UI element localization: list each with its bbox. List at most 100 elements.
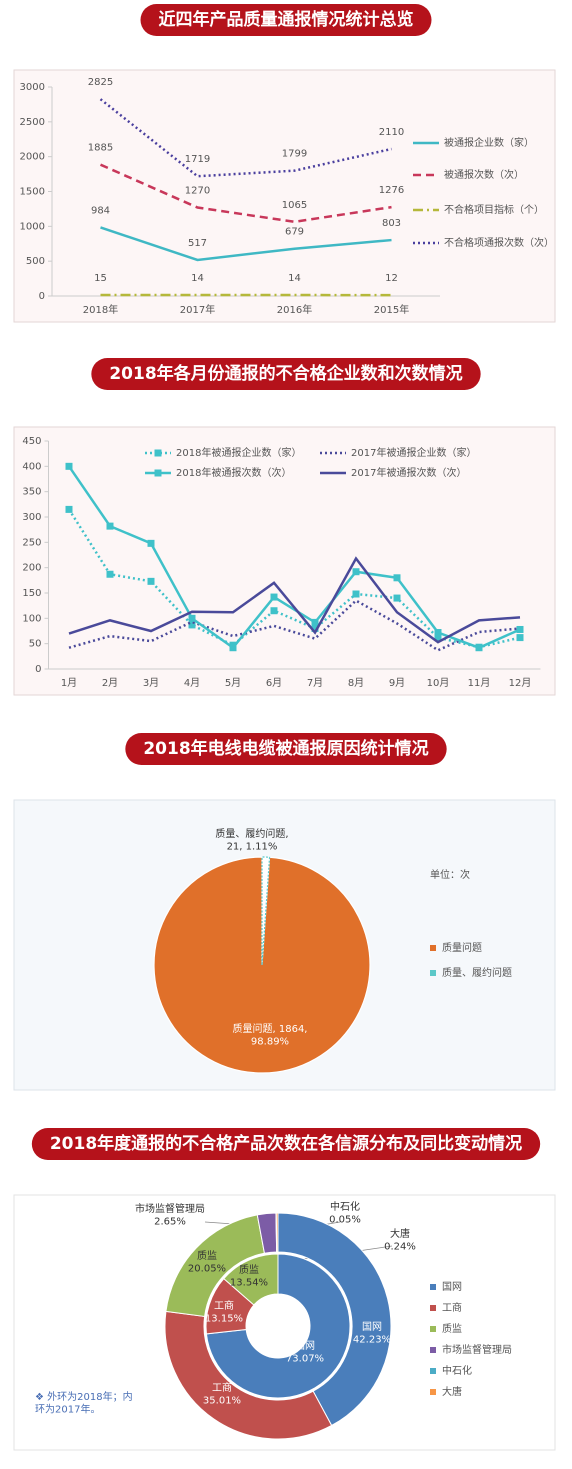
legend-marker <box>155 470 162 477</box>
point-marker <box>435 629 442 636</box>
point-marker <box>394 574 401 581</box>
point-marker <box>312 619 319 626</box>
legend-swatch <box>430 1284 436 1290</box>
ring-segment <box>276 1213 278 1252</box>
legend-swatch <box>430 1368 436 1374</box>
data-label: 15 <box>94 273 107 284</box>
point-marker <box>271 594 278 601</box>
chart-box <box>14 70 555 322</box>
x-tick-label: 2017年 <box>180 303 215 316</box>
x-tick-label: 3月 <box>143 677 159 689</box>
section-title: 近四年产品质量通报情况统计总览 <box>159 9 414 30</box>
y-tick-label: 100 <box>22 613 41 624</box>
x-tick-label: 12月 <box>509 677 532 689</box>
point-marker <box>148 540 155 547</box>
legend-label: 质量问题 <box>442 941 482 954</box>
legend-label: 2018年被通报次数（次） <box>176 466 291 479</box>
data-label: 14 <box>288 273 301 284</box>
x-tick-label: 2015年 <box>374 303 409 316</box>
x-tick-label: 8月 <box>348 677 364 689</box>
data-label: 803 <box>382 218 401 229</box>
y-tick-label: 1000 <box>20 221 45 232</box>
point-marker <box>148 578 155 585</box>
y-tick-label: 500 <box>26 256 45 267</box>
y-tick-label: 150 <box>22 588 41 599</box>
legend-label: 2018年被通报企业数（家） <box>176 446 301 459</box>
legend-label: 被通报次数（次） <box>444 168 524 181</box>
point-marker <box>353 568 360 575</box>
legend-label: 质量、履约问题 <box>442 966 512 979</box>
x-tick-label: 5月 <box>225 677 241 689</box>
legend-label: 中石化 <box>442 1364 472 1377</box>
data-label: 517 <box>188 238 207 249</box>
point-marker <box>353 591 360 598</box>
y-tick-label: 0 <box>35 664 41 675</box>
x-tick-label: 2016年 <box>277 303 312 316</box>
y-tick-label: 200 <box>22 563 41 574</box>
data-label: 1276 <box>379 185 404 196</box>
legend-swatch <box>430 1326 436 1332</box>
y-tick-label: 3000 <box>20 82 45 93</box>
y-tick-label: 2500 <box>20 117 45 128</box>
x-tick-label: 10月 <box>427 677 450 689</box>
y-tick-label: 400 <box>22 461 41 472</box>
x-tick-label: 9月 <box>389 677 405 689</box>
x-tick-label: 4月 <box>184 677 200 689</box>
point-marker <box>66 463 73 470</box>
data-label: 679 <box>285 227 304 238</box>
legend-swatch <box>430 945 436 951</box>
point-marker <box>517 626 524 633</box>
data-label: 14 <box>191 273 204 284</box>
point-marker <box>230 644 237 651</box>
point-marker <box>107 523 114 530</box>
point-marker <box>476 644 483 651</box>
point-marker <box>517 634 524 641</box>
y-tick-label: 300 <box>22 512 41 523</box>
data-label: 12 <box>385 273 398 284</box>
legend-swatch <box>430 1347 436 1353</box>
legend-swatch <box>430 970 436 976</box>
section-title: 2018年各月份通报的不合格企业数和次数情况 <box>109 363 462 384</box>
data-label: 984 <box>91 205 110 216</box>
y-tick-label: 2000 <box>20 152 45 163</box>
y-tick-label: 250 <box>22 537 41 548</box>
point-marker <box>189 615 196 622</box>
x-tick-label: 11月 <box>468 677 491 689</box>
point-marker <box>271 607 278 614</box>
y-tick-label: 50 <box>29 639 42 650</box>
data-label: 2825 <box>88 77 113 88</box>
data-label: 1719 <box>185 154 210 165</box>
x-tick-label: 7月 <box>307 677 323 689</box>
legend-label: 市场监督管理局 <box>442 1343 512 1356</box>
point-marker <box>66 506 73 513</box>
legend-label: 不合格项通报次数（次） <box>444 236 554 249</box>
y-tick-label: 1500 <box>20 187 45 198</box>
data-label: 2110 <box>379 127 404 138</box>
point-marker <box>107 571 114 578</box>
legend-label: 国网 <box>442 1281 462 1293</box>
x-tick-label: 1月 <box>61 677 77 689</box>
data-label: 1065 <box>282 200 307 211</box>
x-tick-label: 2018年 <box>83 303 118 316</box>
legend-marker <box>155 450 162 457</box>
x-tick-label: 6月 <box>266 677 282 689</box>
unit-label: 单位：次 <box>430 868 470 881</box>
y-tick-label: 350 <box>22 487 41 498</box>
y-tick-label: 0 <box>39 291 45 302</box>
section-title: 2018年电线电缆被通报原因统计情况 <box>143 738 428 759</box>
x-tick-label: 2月 <box>102 677 118 689</box>
legend-label: 不合格项目指标（个） <box>444 203 544 216</box>
legend-label: 2017年被通报次数（次） <box>351 466 466 479</box>
legend-label: 工商 <box>442 1301 462 1314</box>
section-title: 2018年度通报的不合格产品次数在各信源分布及同比变动情况 <box>50 1133 522 1154</box>
legend-label: 2017年被通报企业数（家） <box>351 446 476 459</box>
legend-label: 大唐 <box>442 1385 462 1398</box>
legend-swatch <box>430 1305 436 1311</box>
legend-swatch <box>430 1389 436 1395</box>
legend-label: 被通报企业数（家） <box>444 136 534 149</box>
data-label: 1270 <box>185 186 210 197</box>
point-marker <box>394 595 401 602</box>
